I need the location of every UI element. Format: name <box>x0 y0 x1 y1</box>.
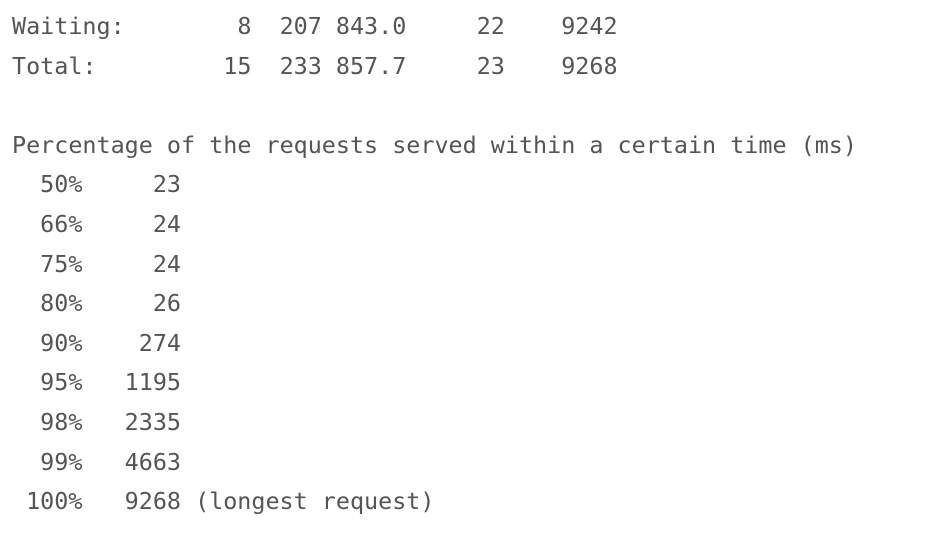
max-value: 9242 <box>561 12 618 40</box>
percentile-label: 66% <box>40 209 83 238</box>
percentile-row: 50% 23 <box>12 165 857 205</box>
percentile-row: 100% 9268 (longest request) <box>12 482 857 522</box>
median-value: 22 <box>476 12 505 40</box>
median-value: 23 <box>476 51 505 80</box>
percentile-label: 99% <box>40 447 83 476</box>
percentile-label: 50% <box>40 170 83 199</box>
percentile-row: 80% 26 <box>12 284 857 324</box>
percentile-row: 95% 1195 <box>12 363 857 403</box>
percentile-table: 50% 23 66% 24 75% 24 80% 26 90% 274 95% 1195 98% 2335… <box>12 165 857 521</box>
percentile-ms: 1195 <box>124 368 181 397</box>
percentile-row: 66% 24 <box>12 205 857 245</box>
percentile-ms: 24 <box>152 209 181 238</box>
percentile-label: 90% <box>40 328 83 357</box>
sd-value: 857.7 <box>335 51 407 80</box>
percentile-ms: 24 <box>152 249 181 278</box>
percentile-note: (longest request) <box>195 487 435 516</box>
percentile-ms: 23 <box>152 170 181 199</box>
min-value: 15 <box>223 51 252 80</box>
min-value: 8 <box>237 12 252 40</box>
percentile-row: 90% 274 <box>12 324 857 364</box>
percentile-ms: 4663 <box>124 447 181 476</box>
percentile-heading: Percentage of the requests served within… <box>12 130 857 159</box>
max-value: 9268 <box>561 51 618 80</box>
percentile-label: 75% <box>40 249 83 278</box>
percentile-label: 95% <box>40 368 83 397</box>
connection-row-total: Total: 15 233 857.7 23 9268 <box>12 47 857 87</box>
row-label: Total: <box>12 51 97 80</box>
percentile-ms: 274 <box>138 328 181 357</box>
percentile-ms: 26 <box>152 289 181 318</box>
row-label: Waiting: <box>12 12 125 40</box>
percentile-ms: 2335 <box>124 407 181 436</box>
percentile-label: 80% <box>40 289 83 318</box>
mean-value: 233 <box>279 51 322 80</box>
percentile-row: 99% 4663 <box>12 443 857 483</box>
percentile-ms: 9268 <box>124 487 181 516</box>
percentile-label: 98% <box>40 407 83 436</box>
percentile-label: 100% <box>26 487 83 516</box>
percentile-row: 98% 2335 <box>12 403 857 443</box>
terminal-output: Waiting: 8 207 843.0 22 9242 Total: 15 2… <box>12 7 857 522</box>
blank-line <box>12 86 857 126</box>
mean-value: 207 <box>279 12 322 40</box>
connection-row-waiting: Waiting: 8 207 843.0 22 9242 <box>12 7 857 47</box>
percentile-row: 75% 24 <box>12 245 857 285</box>
sd-value: 843.0 <box>335 12 407 40</box>
